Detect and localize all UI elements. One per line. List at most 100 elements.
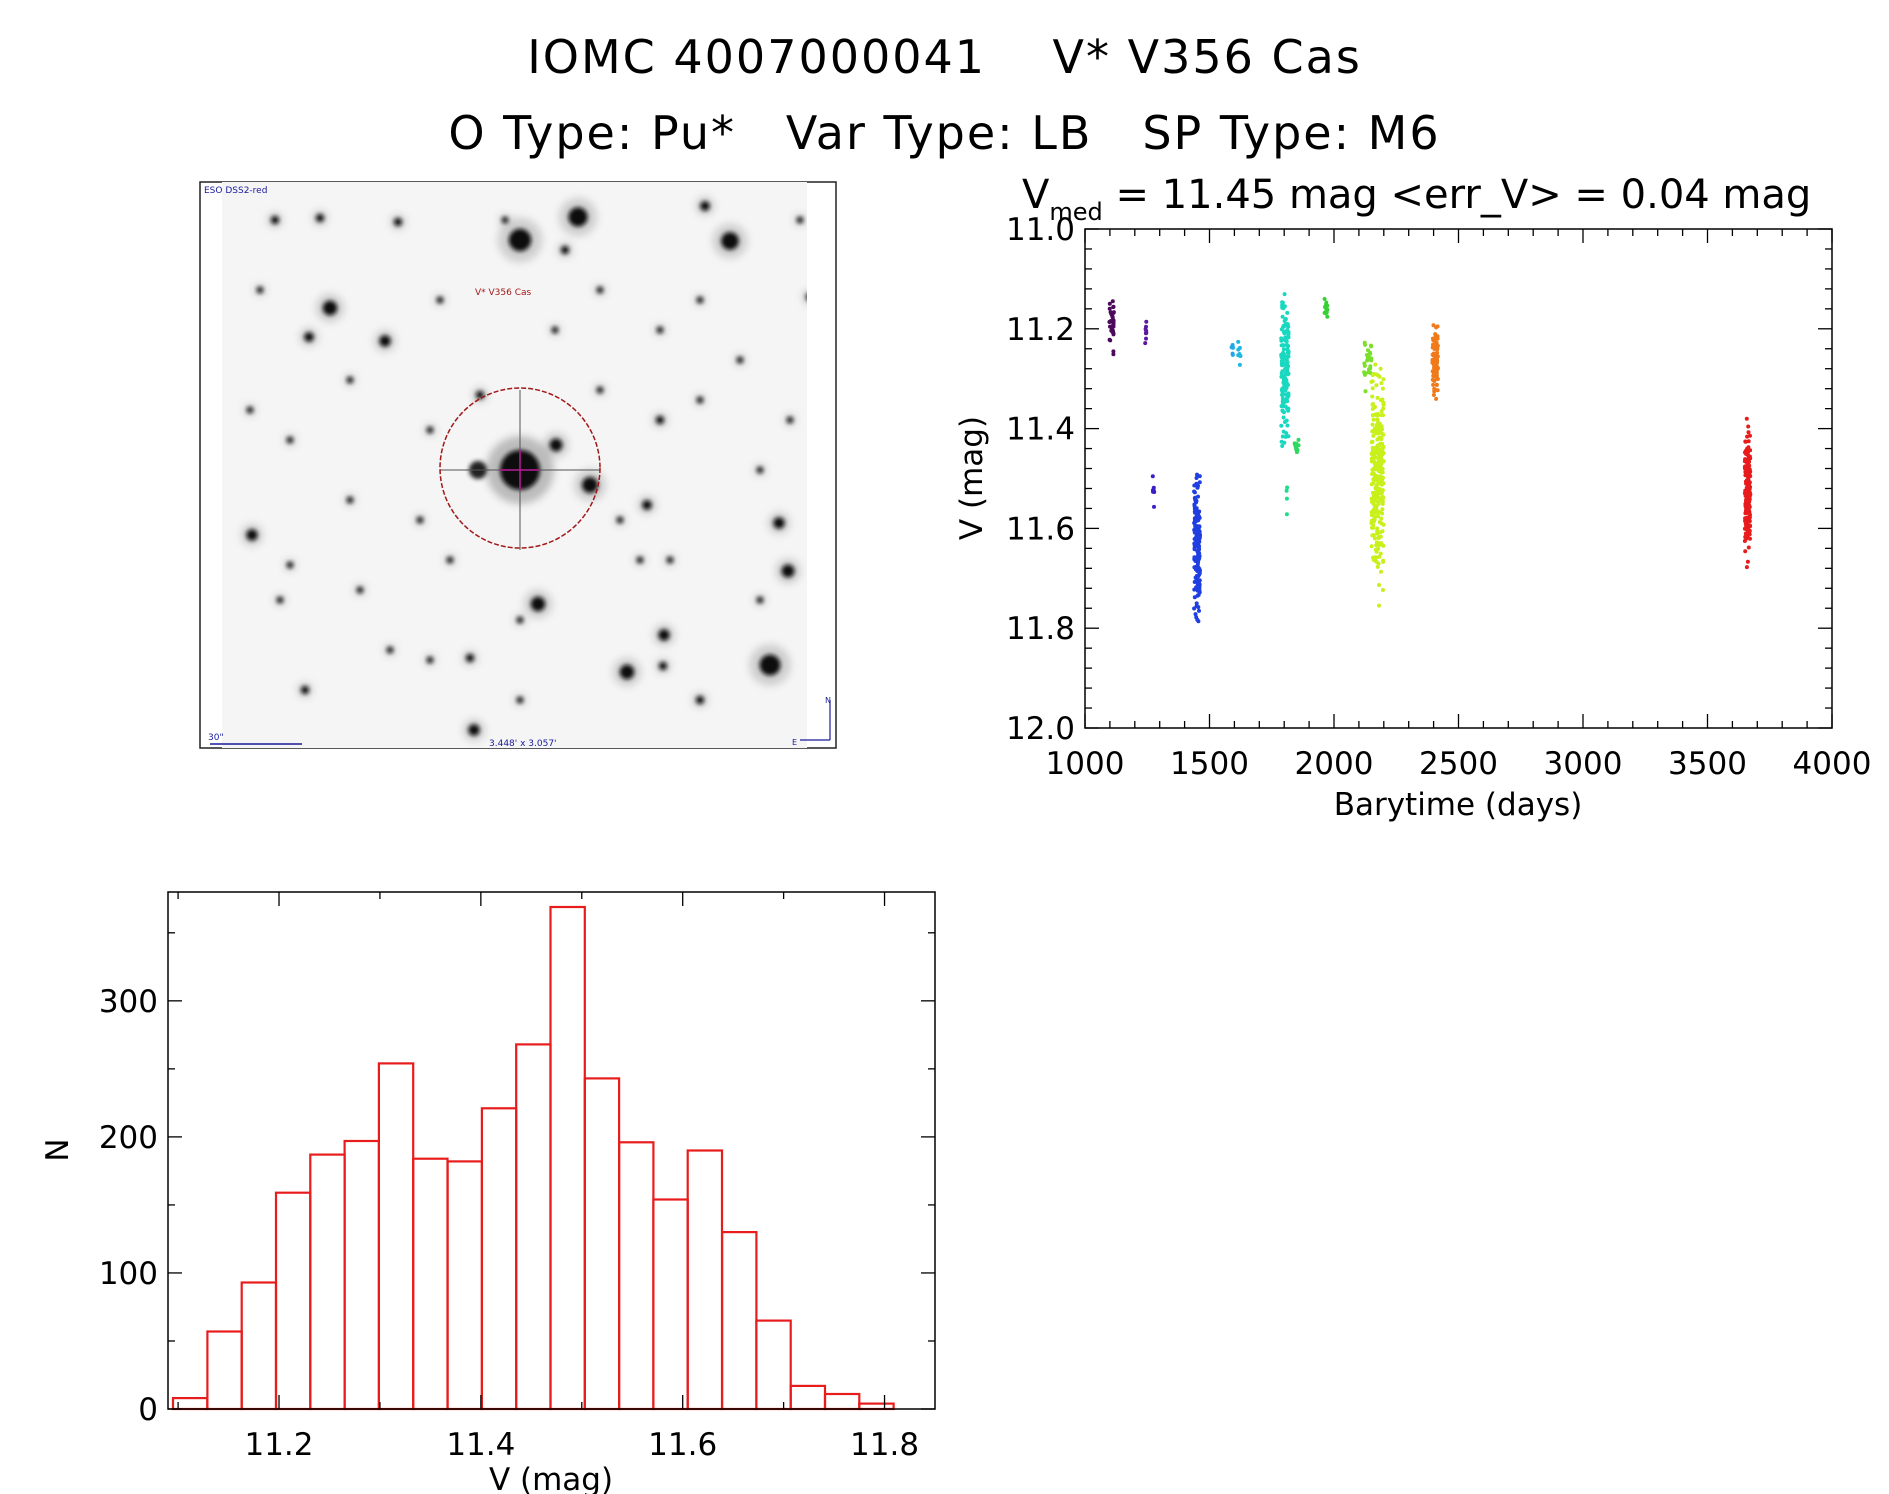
data-point bbox=[1381, 413, 1385, 418]
data-point bbox=[1371, 433, 1376, 438]
y-tick-label: 11.8 bbox=[1006, 611, 1075, 647]
star bbox=[394, 218, 402, 226]
x-tick-label: 2500 bbox=[1419, 746, 1498, 782]
data-point bbox=[1376, 420, 1381, 425]
data-point bbox=[1296, 437, 1301, 442]
data-point bbox=[1281, 429, 1286, 434]
data-point bbox=[1381, 481, 1386, 486]
finder-chart: ESO DSS2-red V* V356 Cas 30" 3.448' x 3.… bbox=[199, 181, 837, 749]
histogram-bar bbox=[240, 1281, 278, 1411]
data-point bbox=[1379, 475, 1384, 480]
star bbox=[636, 556, 644, 564]
data-point bbox=[1197, 608, 1201, 613]
data-point bbox=[1748, 492, 1753, 497]
histogram-bar bbox=[274, 1191, 312, 1411]
data-point bbox=[1281, 306, 1286, 311]
data-point bbox=[1377, 541, 1382, 546]
data-point bbox=[1152, 504, 1156, 509]
data-point bbox=[1431, 323, 1436, 328]
data-point bbox=[1744, 481, 1749, 486]
data-point bbox=[1746, 439, 1751, 444]
star bbox=[316, 214, 324, 222]
data-point bbox=[1373, 515, 1377, 519]
star-halo bbox=[802, 289, 807, 305]
data-point bbox=[1279, 423, 1284, 428]
data-point bbox=[1433, 358, 1438, 363]
x-tick-label: 1500 bbox=[1170, 746, 1249, 782]
data-point bbox=[1371, 466, 1376, 471]
data-point bbox=[1375, 564, 1380, 569]
data-point bbox=[1365, 356, 1370, 361]
data-point bbox=[1435, 334, 1440, 339]
data-point bbox=[1377, 487, 1382, 491]
star bbox=[781, 564, 795, 578]
histogram-bar bbox=[343, 1139, 381, 1411]
data-point bbox=[1381, 559, 1386, 564]
histogram-bar bbox=[652, 1198, 689, 1411]
data-point bbox=[1281, 404, 1286, 409]
data-point bbox=[1193, 612, 1198, 617]
data-point bbox=[1744, 521, 1749, 526]
data-point bbox=[1377, 583, 1381, 587]
y-tick-label: 11.4 bbox=[1006, 412, 1075, 448]
data-point bbox=[1370, 448, 1375, 453]
histogram-bar bbox=[789, 1384, 827, 1411]
light-curve-axes: 1000 1500 2000 2500 3000 3500 4000 11.0 11.2 11.4… bbox=[1006, 212, 1871, 782]
data-point bbox=[1285, 485, 1290, 490]
histogram-bar bbox=[377, 1062, 415, 1411]
data-point bbox=[1284, 343, 1289, 347]
data-point bbox=[1372, 504, 1377, 509]
data-point bbox=[1197, 509, 1202, 514]
north-label: N bbox=[825, 696, 831, 705]
data-point bbox=[1378, 534, 1383, 539]
data-point bbox=[1747, 473, 1752, 478]
data-point bbox=[1280, 374, 1285, 379]
data-point bbox=[1281, 380, 1286, 385]
data-point bbox=[1284, 488, 1289, 493]
y-tick-label: 100 bbox=[99, 1256, 158, 1292]
data-point bbox=[1745, 434, 1750, 439]
x-tick-label: 1000 bbox=[1046, 746, 1125, 782]
star bbox=[773, 517, 785, 529]
data-point bbox=[1194, 578, 1199, 583]
star bbox=[721, 232, 739, 250]
data-point bbox=[1193, 525, 1198, 529]
data-point bbox=[1372, 536, 1377, 541]
data-point bbox=[1371, 402, 1375, 406]
data-point bbox=[1111, 311, 1116, 315]
histogram-bar bbox=[823, 1392, 861, 1411]
star bbox=[271, 216, 279, 224]
data-point bbox=[1374, 383, 1379, 388]
x-tick-label: 3000 bbox=[1544, 746, 1623, 782]
data-point bbox=[1370, 472, 1374, 476]
data-point bbox=[1366, 370, 1371, 375]
data-point bbox=[1364, 353, 1369, 357]
data-point bbox=[1744, 565, 1749, 570]
light-curve-xlabel: Barytime (days) bbox=[1334, 787, 1583, 823]
star bbox=[501, 216, 509, 224]
data-point bbox=[1381, 432, 1386, 437]
light-curve-plot: Vmed = 11.45 mag <err_V> = 0.04 mag 1000… bbox=[954, 172, 1871, 823]
star bbox=[436, 296, 444, 304]
star bbox=[656, 326, 664, 334]
star bbox=[806, 294, 807, 300]
target-aperture-circle bbox=[439, 387, 601, 549]
data-point bbox=[1280, 392, 1284, 397]
data-point bbox=[1285, 310, 1290, 315]
star bbox=[549, 438, 563, 452]
data-point bbox=[1195, 559, 1200, 564]
star bbox=[426, 426, 434, 434]
data-point bbox=[1192, 530, 1197, 535]
star bbox=[582, 477, 598, 493]
data-point bbox=[1374, 510, 1379, 515]
data-point bbox=[1377, 460, 1381, 465]
data-point bbox=[1374, 540, 1379, 545]
data-point bbox=[1370, 379, 1375, 384]
star bbox=[756, 466, 764, 474]
star bbox=[508, 228, 532, 252]
data-point bbox=[1194, 556, 1199, 561]
data-point bbox=[1366, 348, 1370, 353]
data-point bbox=[1192, 537, 1197, 541]
data-point bbox=[1378, 450, 1383, 455]
